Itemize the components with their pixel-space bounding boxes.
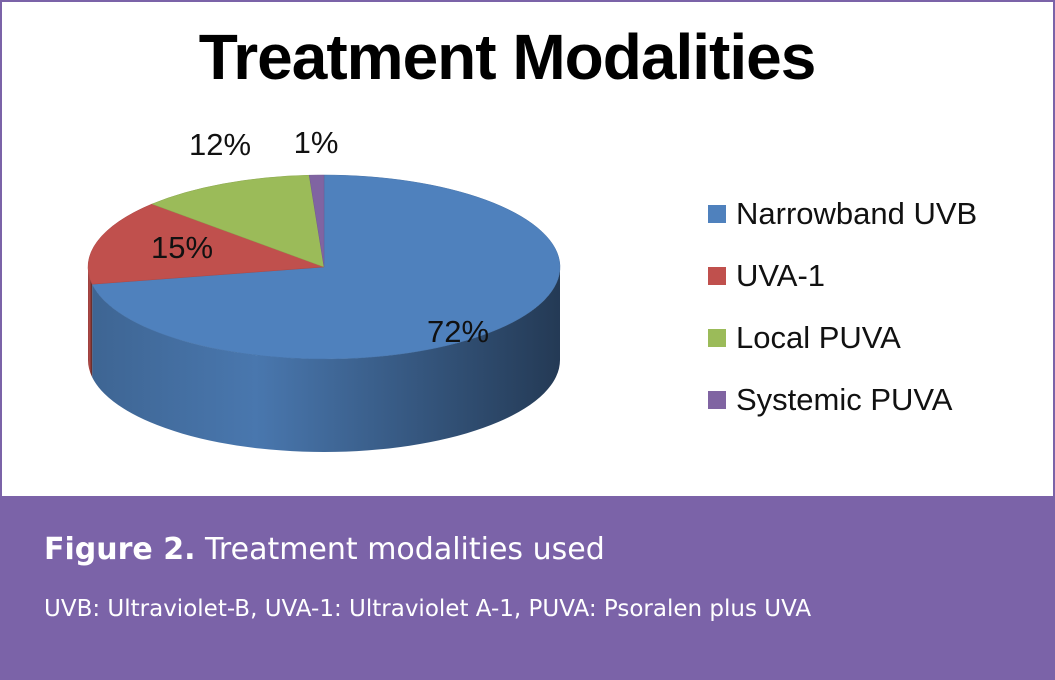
legend-label: Systemic PUVA [736, 382, 953, 417]
pie-slice-uva-1 [87, 203, 325, 285]
figure-text: Treatment modalities used [205, 532, 605, 567]
chart-area: Treatment Modalities 72% 15% 12% 1% Narrowb… [2, 2, 1053, 496]
figure-caption: Figure 2. Treatment modalities used UVB:… [2, 496, 1053, 678]
legend-swatch [708, 391, 726, 409]
legend-item-uva-1: UVA-1 [708, 258, 977, 293]
legend-swatch [708, 205, 726, 223]
caption-title: Figure 2. Treatment modalities used [44, 532, 605, 567]
legend-swatch [708, 329, 726, 347]
pie-side-narrowband-uvb [92, 267, 560, 452]
chart-title: Treatment Modalities [198, 21, 817, 93]
caption-note: UVB: Ultraviolet-B, UVA-1: Ultraviolet A… [44, 596, 812, 622]
legend-item-narrowband-uvb: Narrowband UVB [708, 196, 978, 231]
legend-label: Narrowband UVB [736, 196, 978, 231]
pie-chart: 72% 15% 12% 1% [87, 125, 561, 452]
pie-slice-systemic-puva [308, 174, 325, 268]
data-label-uva-1: 15% [151, 230, 213, 265]
legend-label: UVA-1 [736, 258, 826, 293]
chart-legend: Narrowband UVB UVA-1 Local PUVA Systemic PU… [708, 196, 978, 446]
pie-slice-local-puva [151, 174, 325, 268]
pie-slice-narrowband-uvb [91, 174, 561, 360]
figure-label: Figure 2. [44, 532, 196, 567]
data-label-narrowband-uvb: 72% [427, 314, 489, 349]
legend-swatch [708, 267, 726, 285]
data-label-systemic-puva: 1% [294, 125, 339, 160]
legend-label: Local PUVA [736, 320, 901, 355]
pie-side-uva-1 [88, 267, 93, 378]
legend-item-local-puva: Local PUVA [708, 320, 977, 355]
legend-item-systemic-puva: Systemic PUVA [708, 382, 977, 417]
data-label-local-puva: 12% [189, 127, 251, 162]
